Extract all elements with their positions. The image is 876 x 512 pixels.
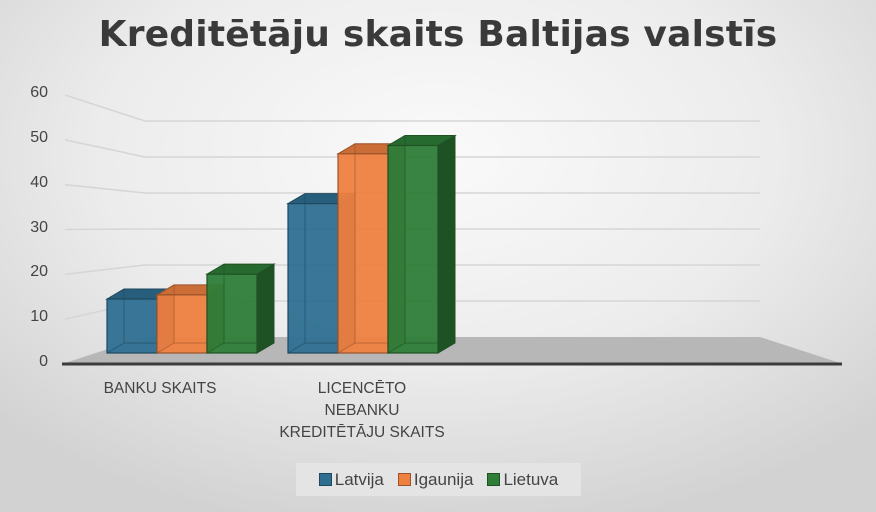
category-label-nonbank-lenders: LICENCĒTO NEBANKU KREDITĒTĀJU SKAITS [262, 378, 462, 444]
legend-label-lietuva: Lietuva [503, 469, 559, 489]
y-tick-label: 20 [30, 263, 48, 281]
legend-label-latvija: Latvija [334, 469, 384, 489]
y-tick-label: 50 [30, 128, 48, 146]
y-tick-label: 40 [30, 173, 48, 191]
legend-item-latvija: Latvija [318, 469, 384, 490]
category-label-line: LICENCĒTO [317, 380, 407, 397]
y-tick-label: 60 [30, 84, 48, 101]
category-label-line: KREDITĒTĀJU SKAITS [279, 424, 445, 441]
y-tick-label: 30 [30, 218, 48, 236]
bar-lietuva [205, 263, 276, 354]
chart-title: Kreditētāju skaits Baltijas valstīs [98, 14, 778, 55]
legend-swatch-latvija [318, 473, 332, 486]
y-tick-label: 0 [39, 353, 48, 370]
category-label-line: BANKU SKAITS [103, 380, 217, 397]
legend-swatch-igaunija [397, 473, 411, 486]
legend: Latvija Igaunija Lietuva [296, 463, 581, 496]
legend-label-igaunija: Igaunija [413, 469, 474, 489]
category-label-line: NEBANKU [324, 402, 400, 419]
legend-swatch-lietuva [487, 473, 501, 486]
legend-item-lietuva: Lietuva [487, 470, 558, 490]
legend-item-igaunija: Igaunija [397, 469, 474, 490]
y-tick-label: 10 [30, 308, 48, 326]
bar-lietuva [386, 134, 457, 354]
category-label-banks: BANKU SKAITS [85, 378, 235, 400]
